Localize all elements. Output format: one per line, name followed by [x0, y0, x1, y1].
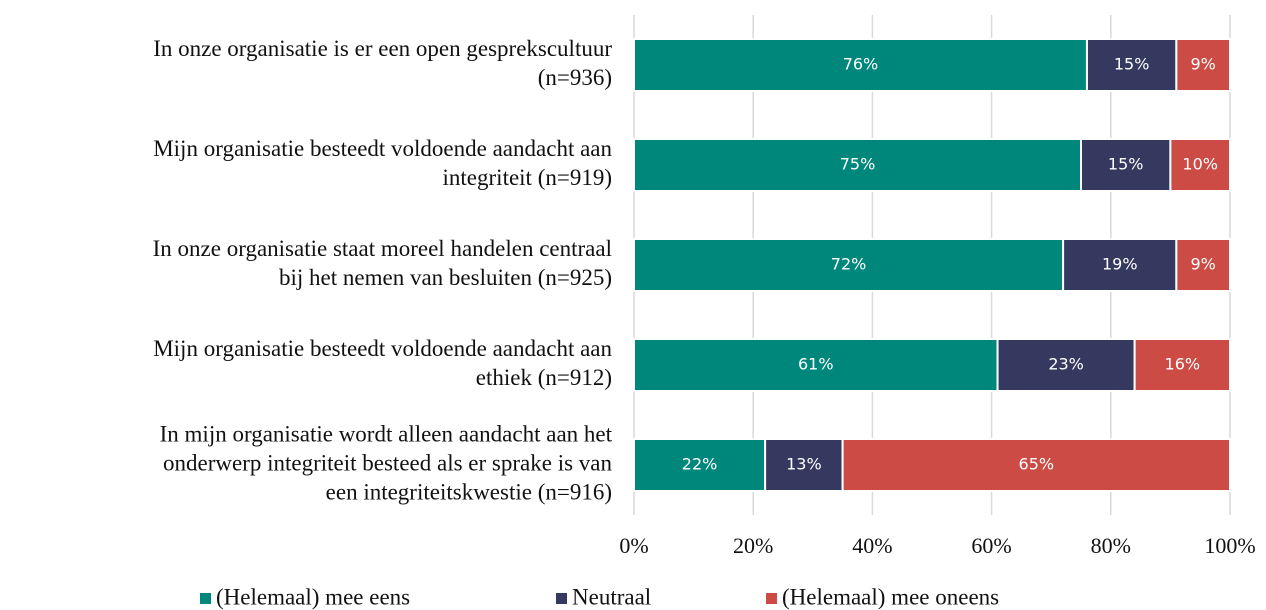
value-label: 72% [831, 255, 867, 274]
category-label: bij het nemen van besluiten (n=925) [279, 265, 612, 290]
value-label: 13% [786, 455, 822, 474]
bar-segment [633, 38, 1088, 92]
x-tick-label: 80% [1091, 533, 1131, 558]
category-label: In onze organisatie is er een open gespr… [153, 36, 612, 61]
bar-segment [633, 238, 1065, 292]
bar-segment [764, 438, 844, 492]
x-tick-label: 100% [1204, 533, 1255, 558]
bar-segment [1062, 238, 1178, 292]
x-tick-label: 60% [971, 533, 1011, 558]
bar-segment [996, 338, 1136, 392]
category-label: integriteit (n=919) [443, 165, 612, 190]
legend-swatch [200, 593, 211, 604]
legend-label: Neutraal [572, 584, 651, 609]
category-label: ethiek (n=912) [476, 365, 612, 390]
bar-segment [1175, 238, 1231, 292]
value-label: 16% [1165, 355, 1201, 374]
category-label: In onze organisatie staat moreel handele… [153, 236, 612, 261]
legend-swatch [556, 593, 567, 604]
value-label: 61% [798, 355, 834, 374]
value-label: 15% [1108, 155, 1144, 174]
value-label: 19% [1102, 255, 1138, 274]
x-tick-label: 40% [852, 533, 892, 558]
category-label: (n=936) [538, 65, 612, 90]
category-label: een integriteitskwestie (n=916) [326, 479, 612, 504]
x-tick-label: 20% [733, 533, 773, 558]
value-label: 23% [1048, 355, 1084, 374]
value-label: 9% [1190, 55, 1215, 74]
bar-segment [633, 338, 999, 392]
bar-segment [1169, 138, 1232, 192]
bar-segment [1133, 338, 1232, 392]
value-label: 75% [840, 155, 876, 174]
category-label: In mijn organisatie wordt alleen aandach… [160, 421, 613, 446]
category-label: Mijn organisatie besteedt voldoende aand… [153, 136, 612, 161]
value-label: 10% [1182, 155, 1218, 174]
legend-label: (Helemaal) mee eens [216, 584, 410, 609]
value-label: 9% [1190, 255, 1215, 274]
value-label: 65% [1019, 455, 1055, 474]
bar-segment [1080, 138, 1172, 192]
x-tick-label: 0% [619, 533, 648, 558]
value-label: 15% [1114, 55, 1150, 74]
bar-segment [633, 438, 767, 492]
bar-segment [841, 438, 1231, 492]
category-label: onderwerp integriteit besteed als er spr… [163, 450, 612, 475]
legend-swatch [766, 593, 777, 604]
value-label: 76% [843, 55, 879, 74]
value-label: 22% [682, 455, 718, 474]
bar-segment [633, 138, 1082, 192]
bar-segment [1175, 38, 1231, 92]
category-label: Mijn organisatie besteedt voldoende aand… [153, 336, 612, 361]
legend-label: (Helemaal) mee oneens [782, 584, 999, 609]
